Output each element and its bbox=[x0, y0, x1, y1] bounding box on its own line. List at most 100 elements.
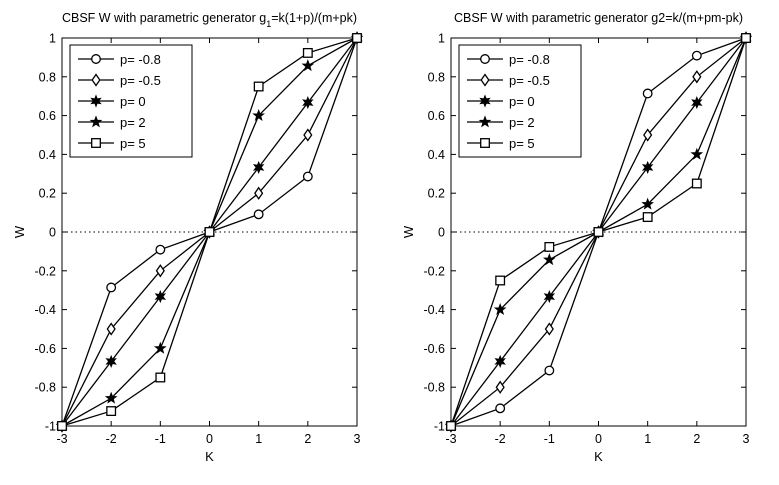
y-tick-label: 0 bbox=[49, 226, 56, 240]
data-point bbox=[691, 50, 702, 61]
data-point bbox=[641, 197, 654, 210]
x-axis-label: K bbox=[594, 449, 603, 464]
x-tick-label: -1 bbox=[544, 432, 555, 446]
y-tick-label: -1 bbox=[434, 420, 445, 434]
data-point bbox=[593, 227, 604, 237]
legend-label: p= 5 bbox=[509, 136, 535, 151]
y-tick-label: 0.6 bbox=[39, 109, 56, 123]
data-point bbox=[690, 147, 704, 160]
x-tick-label: 1 bbox=[255, 432, 262, 446]
chart-title-text: CBSF W with parametric generator g bbox=[62, 11, 266, 25]
y-axis-label: W bbox=[401, 225, 416, 238]
data-point bbox=[641, 160, 654, 174]
y-tick-label: -0.8 bbox=[423, 381, 445, 395]
legend-label: p= -0.8 bbox=[509, 52, 550, 67]
x-tick-label: 0 bbox=[595, 432, 602, 446]
legend-marker bbox=[89, 115, 103, 128]
series-5 bbox=[446, 33, 751, 431]
data-point bbox=[106, 406, 117, 417]
y-tick-label: 0 bbox=[438, 226, 445, 240]
data-point bbox=[691, 96, 703, 110]
x-tick-label: -3 bbox=[56, 432, 67, 446]
legend-marker bbox=[480, 73, 490, 87]
x-tick-label: -2 bbox=[106, 432, 117, 446]
data-point bbox=[154, 290, 167, 304]
legend-marker bbox=[91, 138, 101, 148]
data-point bbox=[543, 253, 556, 266]
chart-title-subscript: 1 bbox=[266, 19, 271, 29]
x-tick-label: 1 bbox=[644, 432, 651, 446]
data-point bbox=[106, 322, 116, 336]
data-point bbox=[642, 212, 653, 223]
legend-label: p= 0 bbox=[509, 94, 535, 109]
chart-title: CBSF W with parametric generator g2=k/(m… bbox=[454, 11, 743, 25]
chart-title-suffix: =k(1+p)/(m+pk) bbox=[271, 11, 357, 25]
y-tick-label: 0.2 bbox=[39, 187, 56, 201]
chart-title: CBSF W with parametric generator g1=k(1+… bbox=[62, 11, 357, 29]
legend: p= -0.8 p= -0.5 p= 0 p= 2 p= 5 bbox=[69, 44, 193, 158]
data-point bbox=[155, 244, 166, 255]
data-point bbox=[494, 354, 506, 368]
legend: p= -0.8 p= -0.5 p= 0 p= 2 p= 5 bbox=[458, 44, 582, 158]
y-tick-label: -0.6 bbox=[34, 342, 56, 356]
x-tick-label: 2 bbox=[304, 432, 311, 446]
y-tick-label: 0.8 bbox=[39, 70, 56, 84]
data-point bbox=[544, 365, 555, 376]
data-point bbox=[495, 275, 506, 286]
data-point bbox=[253, 81, 264, 92]
y-tick-label: 0.4 bbox=[428, 148, 445, 162]
data-point bbox=[302, 47, 313, 58]
data-point bbox=[106, 282, 117, 293]
y-tick-label: 1 bbox=[438, 32, 445, 46]
data-point bbox=[204, 227, 215, 237]
legend-marker bbox=[479, 94, 491, 108]
data-point bbox=[105, 354, 117, 368]
legend-label: p= -0.8 bbox=[120, 52, 161, 67]
x-tick-label: -2 bbox=[495, 432, 506, 446]
data-point bbox=[253, 209, 264, 220]
data-point bbox=[155, 264, 165, 278]
data-point bbox=[543, 290, 556, 304]
chart-1: CBSF W with parametric generator g1=k(1+… bbox=[12, 11, 364, 464]
series-5 bbox=[57, 33, 362, 431]
legend-label: p= -0.5 bbox=[509, 73, 550, 88]
x-axis-label: K bbox=[205, 449, 214, 464]
x-tick-label: -1 bbox=[155, 432, 166, 446]
legend-marker bbox=[91, 73, 101, 87]
data-point bbox=[154, 341, 167, 354]
data-point bbox=[495, 403, 506, 414]
y-tick-label: -1 bbox=[45, 420, 56, 434]
data-point bbox=[303, 128, 313, 142]
legend-label: p= 2 bbox=[509, 115, 535, 130]
data-point bbox=[544, 241, 555, 252]
legend-marker bbox=[480, 138, 490, 148]
legend-label: p= -0.5 bbox=[120, 73, 161, 88]
x-tick-label: 3 bbox=[743, 432, 750, 446]
data-point bbox=[104, 391, 118, 404]
x-tick-label: 0 bbox=[206, 432, 213, 446]
y-axis-label: W bbox=[12, 225, 27, 238]
y-tick-label: 0.8 bbox=[428, 70, 445, 84]
y-tick-label: -0.2 bbox=[34, 264, 56, 278]
data-point bbox=[302, 171, 313, 182]
y-tick-label: 0.2 bbox=[428, 187, 445, 201]
legend-label: p= 5 bbox=[120, 136, 146, 151]
data-point bbox=[493, 302, 507, 315]
data-point bbox=[642, 88, 653, 99]
data-point bbox=[301, 59, 315, 72]
y-tick-label: -0.8 bbox=[34, 381, 56, 395]
legend-label: p= 2 bbox=[120, 115, 146, 130]
y-tick-label: -0.4 bbox=[34, 303, 56, 317]
legend-marker bbox=[90, 94, 102, 108]
data-point bbox=[544, 322, 554, 336]
y-tick-label: -0.4 bbox=[423, 303, 445, 317]
data-point bbox=[692, 70, 702, 84]
data-point bbox=[302, 96, 314, 110]
data-point bbox=[252, 160, 265, 174]
data-point bbox=[254, 186, 264, 200]
y-tick-label: 0.6 bbox=[428, 109, 445, 123]
data-point bbox=[446, 421, 456, 431]
data-point bbox=[643, 128, 653, 142]
x-tick-label: -3 bbox=[445, 432, 456, 446]
legend-marker bbox=[478, 115, 492, 128]
